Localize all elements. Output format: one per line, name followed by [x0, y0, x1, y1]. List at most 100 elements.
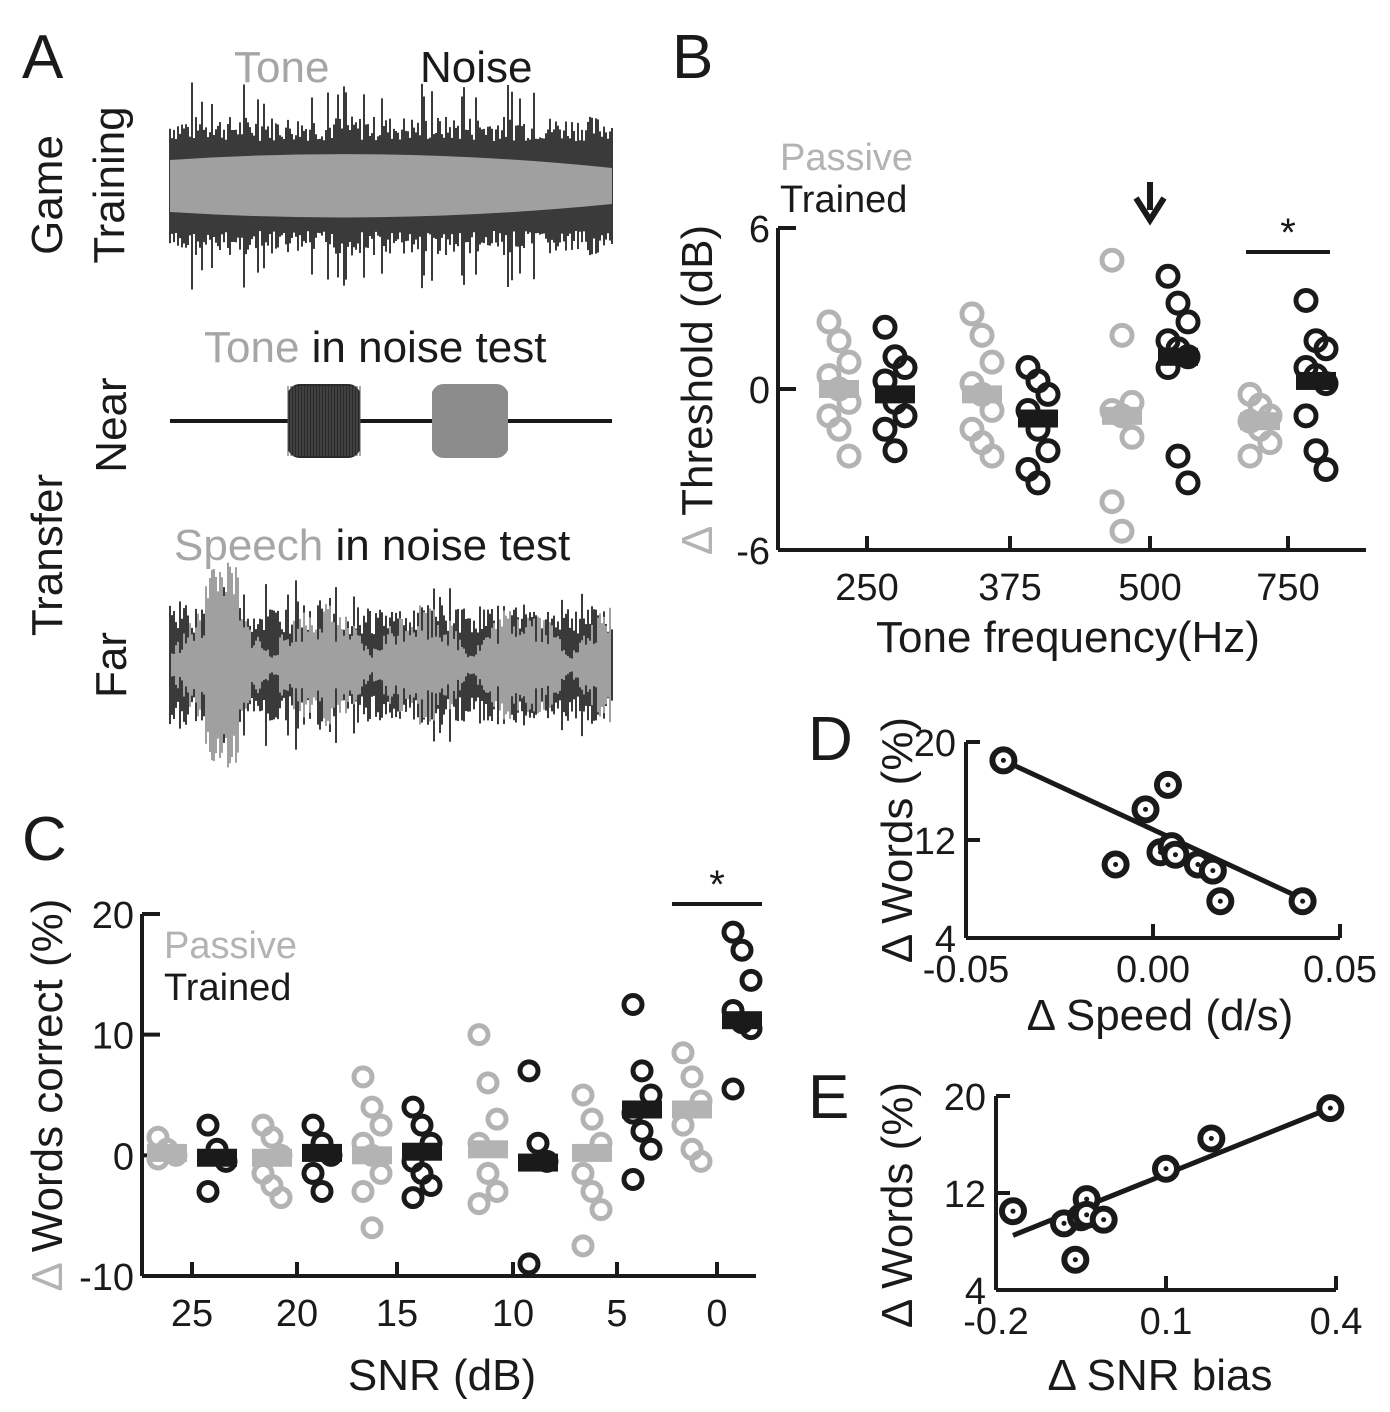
y-axis-title: Δ Threshold (dB) — [673, 225, 722, 555]
x-tick-label: 5 — [606, 1293, 627, 1335]
data-point — [979, 349, 1005, 375]
noise-word: Noise — [420, 43, 533, 92]
data-point — [571, 1083, 595, 1107]
data-point — [621, 1167, 645, 1191]
y-tick-label: 6 — [749, 209, 770, 251]
mean-bar — [352, 1146, 392, 1165]
data-point — [969, 322, 995, 348]
data-point-center — [1327, 1105, 1333, 1111]
data-point — [1025, 470, 1051, 496]
data-point — [979, 397, 1005, 423]
mean-bar — [518, 1153, 558, 1172]
data-point — [892, 403, 918, 429]
mean-bar — [672, 1100, 712, 1119]
mean-bar — [962, 385, 1002, 404]
y-tick-label: -6 — [736, 531, 770, 573]
training-label: Training — [85, 106, 134, 263]
data-point — [196, 1180, 220, 1204]
mean-bar — [1102, 406, 1142, 425]
data-point-center — [1208, 1135, 1214, 1141]
transfer-label: Transfer — [23, 474, 72, 636]
data-point — [360, 1095, 384, 1119]
panel-e-letter: E — [808, 1063, 849, 1132]
data-point — [196, 1113, 220, 1137]
data-point — [959, 301, 985, 327]
panel-e-chart: 20 12 4-0.2 0.1 0.4 Δ SNR bias Δ Words (%) — [873, 1077, 1362, 1400]
data-point — [580, 1107, 604, 1131]
data-point-center — [1165, 782, 1171, 788]
mean-bar — [622, 1100, 662, 1119]
panel-d-chart: 20 12 4-0.05 0.00 0.05Δ Speed (d/s) Δ Words (… — [873, 717, 1377, 1040]
data-point — [671, 1041, 695, 1065]
x-tick-label: 20 — [276, 1293, 318, 1335]
data-point — [689, 1149, 713, 1173]
data-point — [301, 1161, 325, 1185]
y-axis-title: Δ Words (%) — [873, 717, 922, 963]
data-point — [836, 443, 862, 469]
y-tick-label: 4 — [965, 1271, 986, 1313]
x-axis-title: Δ Speed (d/s) — [1027, 991, 1294, 1040]
x-tick-label: 500 — [1118, 567, 1181, 609]
arrow-marker — [1133, 182, 1167, 226]
data-point — [1293, 287, 1319, 313]
near-test-title: Tone in noise test — [204, 323, 546, 372]
tone-burst-1-texture — [287, 386, 361, 456]
data-point-center — [1195, 862, 1201, 867]
data-point — [1237, 443, 1263, 469]
data-point — [671, 1113, 695, 1137]
data-point — [1165, 290, 1191, 316]
panel-a: A Tone Noise Game Training Tone in noise… — [22, 23, 613, 768]
data-point — [826, 328, 852, 354]
legend-trained: Trained — [780, 179, 907, 221]
significance-star: * — [709, 863, 725, 907]
data-point — [517, 1059, 541, 1083]
data-point — [630, 1119, 654, 1143]
y-axis-title: Δ Words correct (%) — [23, 899, 72, 1292]
x-axis-title: Δ SNR bias — [1047, 1351, 1272, 1400]
data-point — [1035, 438, 1061, 464]
data-point — [1165, 443, 1191, 469]
data-point — [1099, 489, 1125, 515]
x-tick-label: 375 — [978, 567, 1041, 609]
mean-bar — [572, 1143, 612, 1162]
x-tick-label: 750 — [1256, 567, 1319, 609]
data-point — [517, 1252, 541, 1276]
x-tick-label: -0.05 — [923, 949, 1010, 991]
data-point — [1109, 322, 1135, 348]
data-point — [1109, 518, 1135, 544]
mean-bar — [252, 1148, 292, 1167]
data-point — [351, 1065, 375, 1089]
data-point — [1303, 438, 1329, 464]
legend-passive: Passive — [780, 137, 913, 179]
data-point — [467, 1023, 491, 1047]
legend-trained: Trained — [164, 967, 291, 1009]
mean-bar — [1240, 412, 1280, 431]
far-waveform — [169, 562, 613, 768]
data-point-center — [1101, 1217, 1107, 1223]
data-point-center — [1113, 862, 1119, 867]
data-point — [301, 1113, 325, 1137]
data-point-center — [1084, 1196, 1090, 1202]
data-point — [369, 1161, 393, 1185]
y-tick-label: 12 — [944, 1174, 986, 1216]
game-waveform — [169, 82, 613, 290]
data-point — [485, 1180, 509, 1204]
y-tick-label: 10 — [92, 1016, 134, 1058]
data-point — [721, 1077, 745, 1101]
data-point-center — [1143, 806, 1149, 812]
data-point-center — [1010, 1208, 1016, 1214]
significance-star: * — [1280, 211, 1296, 255]
data-point — [836, 349, 862, 375]
y-tick-label: 4 — [935, 919, 956, 961]
x-tick-label: 10 — [492, 1293, 534, 1335]
data-point — [476, 1071, 500, 1095]
data-point-center — [1172, 852, 1178, 858]
data-point — [739, 968, 763, 992]
data-point — [360, 1216, 384, 1240]
fit-line — [1002, 758, 1304, 902]
data-point — [351, 1180, 375, 1204]
data-point — [589, 1198, 613, 1222]
y-tick-label: 20 — [944, 1077, 986, 1119]
data-point — [1293, 403, 1319, 429]
